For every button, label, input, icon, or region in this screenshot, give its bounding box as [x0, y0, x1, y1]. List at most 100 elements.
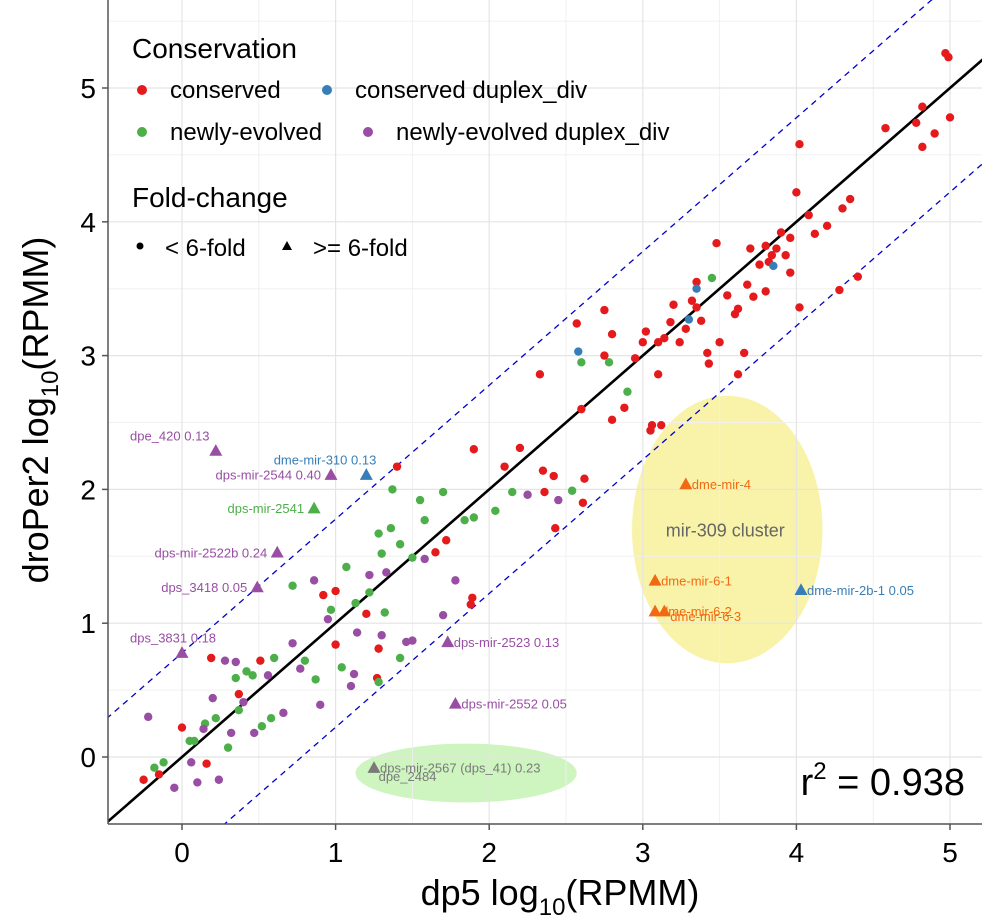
data-point: [746, 244, 755, 253]
x-tick-label: 5: [942, 837, 958, 868]
data-point: [351, 598, 360, 608]
data-point: [466, 600, 475, 609]
data-point: [795, 303, 804, 312]
legend-swatch: [137, 85, 147, 95]
point-label: dpe_420 0.13: [130, 429, 210, 444]
data-point: [256, 656, 265, 665]
data-point: [420, 515, 429, 525]
data-point: [408, 636, 417, 645]
point-label: dps-mir-2567 (dps_41) 0.23: [380, 761, 540, 776]
data-point: [288, 639, 297, 648]
data-point: [242, 667, 251, 676]
legend-label: newly-evolved duplex_div: [396, 119, 670, 146]
data-point: [712, 239, 721, 248]
x-tick-label: 1: [328, 837, 344, 868]
data-point: [600, 351, 609, 360]
data-point: [374, 529, 383, 538]
data-point: [377, 549, 386, 558]
data-point: [365, 588, 374, 597]
data-point: [666, 317, 675, 327]
data-point: [451, 576, 460, 585]
legend-label: conserved duplex_div: [355, 77, 587, 104]
data-point: [772, 244, 781, 253]
data-point: [723, 291, 732, 300]
data-point: [761, 287, 770, 296]
data-point: [620, 403, 629, 412]
data-point: [769, 261, 778, 271]
data-point: [234, 689, 244, 699]
data-point: [687, 296, 697, 305]
data-point: [540, 487, 549, 497]
triangle-marker: [324, 468, 338, 480]
data-point: [567, 486, 577, 495]
data-point: [395, 653, 405, 663]
data-point: [761, 241, 770, 251]
point-label: dps-mir-2552 0.05: [461, 696, 566, 711]
data-point: [912, 118, 921, 127]
point-label: dps-mir-2522b 0.24: [154, 545, 267, 560]
data-point: [226, 728, 236, 738]
triangle-marker: [209, 444, 223, 456]
highlight-ellipse: [355, 743, 577, 803]
data-point: [881, 123, 890, 133]
x-tick-label: 4: [789, 837, 805, 868]
data-point: [804, 210, 813, 220]
triangle-marker: [250, 580, 264, 593]
y-tick-label: 4: [80, 207, 96, 238]
x-axis-title: dp5 log10(RPMM): [421, 872, 700, 918]
data-point: [248, 671, 257, 680]
triangle-marker: [679, 477, 693, 490]
data-point: [323, 614, 333, 624]
triangle-marker: [794, 583, 808, 595]
data-point: [386, 524, 396, 533]
data-point: [352, 628, 362, 637]
data-point: [223, 743, 233, 752]
data-point: [918, 102, 927, 111]
triangle-marker: [307, 501, 321, 514]
data-point: [660, 334, 669, 343]
data-point: [279, 708, 288, 718]
data-point: [420, 554, 429, 564]
data-point: [692, 303, 701, 312]
data-point: [263, 671, 273, 680]
triangle-marker: [448, 696, 462, 709]
data-point: [342, 562, 351, 572]
data-point: [319, 590, 328, 600]
data-point: [577, 358, 586, 367]
data-point: [170, 783, 179, 792]
data-point: [810, 229, 820, 239]
y-tick-label: 1: [80, 608, 96, 639]
data-point: [326, 605, 336, 615]
data-point: [696, 316, 706, 326]
data-point: [715, 338, 724, 347]
data-point: [607, 329, 617, 339]
point-label: dps_3831 0.18: [130, 631, 216, 646]
data-point: [220, 656, 230, 665]
y-axis-title: droPer2 log10(RPMM): [15, 237, 64, 584]
data-point: [231, 673, 240, 683]
data-point: [392, 462, 402, 471]
legend-title-fold-change: Fold-change: [132, 182, 288, 213]
data-point: [190, 736, 199, 746]
data-point: [776, 228, 786, 237]
data-point: [574, 347, 583, 356]
triangle-marker: [657, 604, 671, 617]
triangle-marker: [441, 635, 455, 648]
legend-label: newly-evolved: [170, 119, 322, 146]
data-point: [692, 277, 701, 287]
data-points: [139, 49, 955, 792]
point-labels: mir-309 cluster dpe_420 0.13 dps-mir-2544 …: [130, 429, 914, 784]
data-point: [331, 640, 340, 649]
data-point: [460, 515, 469, 525]
data-point: [288, 581, 297, 590]
data-point: [208, 693, 217, 703]
data-point: [707, 273, 717, 283]
data-point: [515, 443, 525, 453]
data-point: [845, 194, 855, 204]
data-point: [491, 506, 500, 516]
data-point: [415, 495, 425, 505]
data-point: [266, 713, 276, 723]
data-point: [374, 644, 383, 653]
data-point: [239, 697, 248, 707]
highlight-ellipse: [632, 395, 823, 664]
